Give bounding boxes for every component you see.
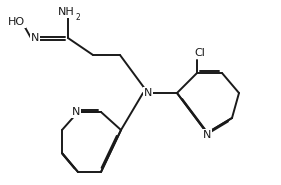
Text: N: N (31, 33, 39, 43)
Text: NH: NH (58, 7, 74, 17)
Text: N: N (144, 88, 152, 98)
Text: N: N (203, 130, 211, 140)
Text: N: N (72, 107, 80, 117)
Text: 2: 2 (76, 13, 80, 21)
Text: Cl: Cl (194, 48, 205, 58)
Text: HO: HO (8, 17, 25, 27)
